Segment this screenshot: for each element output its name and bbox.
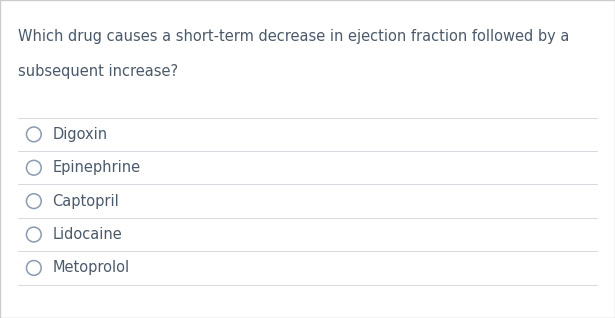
Text: subsequent increase?: subsequent increase? (18, 64, 178, 79)
Text: Metoprolol: Metoprolol (52, 260, 129, 275)
Text: Captopril: Captopril (52, 194, 119, 209)
Text: Epinephrine: Epinephrine (52, 160, 140, 175)
Text: Lidocaine: Lidocaine (52, 227, 122, 242)
Text: Digoxin: Digoxin (52, 127, 108, 142)
Text: Which drug causes a short-term decrease in ejection fraction followed by a: Which drug causes a short-term decrease … (18, 29, 570, 44)
